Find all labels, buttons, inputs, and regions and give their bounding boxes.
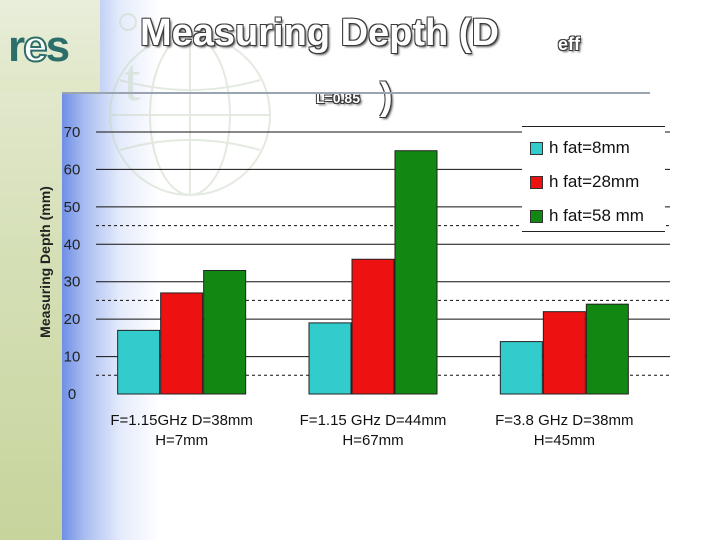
y-tick-label: 10: [64, 349, 81, 366]
x-category-label: H=45mm: [534, 432, 595, 449]
y-tick-label: 30: [64, 274, 81, 291]
y-tick-label: 70: [64, 124, 81, 141]
legend-item: h fat=8mm: [530, 137, 630, 159]
y-tick-label: 20: [64, 311, 81, 328]
y-tick-label: 60: [64, 161, 81, 178]
bar-1: [118, 330, 160, 394]
legend-item: h fat=28mm: [530, 171, 639, 193]
chart-legend: h fat=8mm h fat=28mm h fat=58 mm: [522, 126, 665, 232]
bar-2: [161, 293, 203, 394]
y-tick-labels: 0 10 20 30 40 50 60 70: [64, 124, 81, 403]
y-tick-label: 0: [68, 386, 76, 403]
x-category-label: H=67mm: [342, 432, 403, 449]
bar-1: [309, 323, 351, 394]
y-tick-label: 50: [64, 199, 81, 216]
legend-swatch: [530, 176, 543, 189]
bar-3: [586, 304, 628, 394]
bar-1: [500, 342, 542, 394]
y-axis-label: Measuring Depth (mm): [37, 186, 53, 338]
x-category-label: F=3.8 GHz D=38mm: [495, 412, 633, 429]
bar-2: [352, 259, 394, 394]
bar-2: [543, 312, 585, 394]
bar-3: [395, 151, 437, 394]
legend-label: h fat=8mm: [549, 138, 630, 158]
x-category-label: F=1.15 GHz D=44mm: [300, 412, 447, 429]
x-category-label: H=7mm: [155, 432, 208, 449]
y-tick-label: 40: [64, 236, 81, 253]
bar-3: [204, 270, 246, 394]
x-category-label: F=1.15GHz D=38mm: [110, 412, 253, 429]
x-category-labels: F=1.15GHz D=38mm H=7mm F=1.15 GHz D=44mm H=…: [110, 412, 633, 449]
legend-label: h fat=28mm: [549, 172, 639, 192]
legend-label: h fat=58 mm: [549, 206, 644, 226]
legend-swatch: [530, 142, 543, 155]
legend-item: h fat=58 mm: [530, 205, 644, 227]
legend-swatch: [530, 210, 543, 223]
